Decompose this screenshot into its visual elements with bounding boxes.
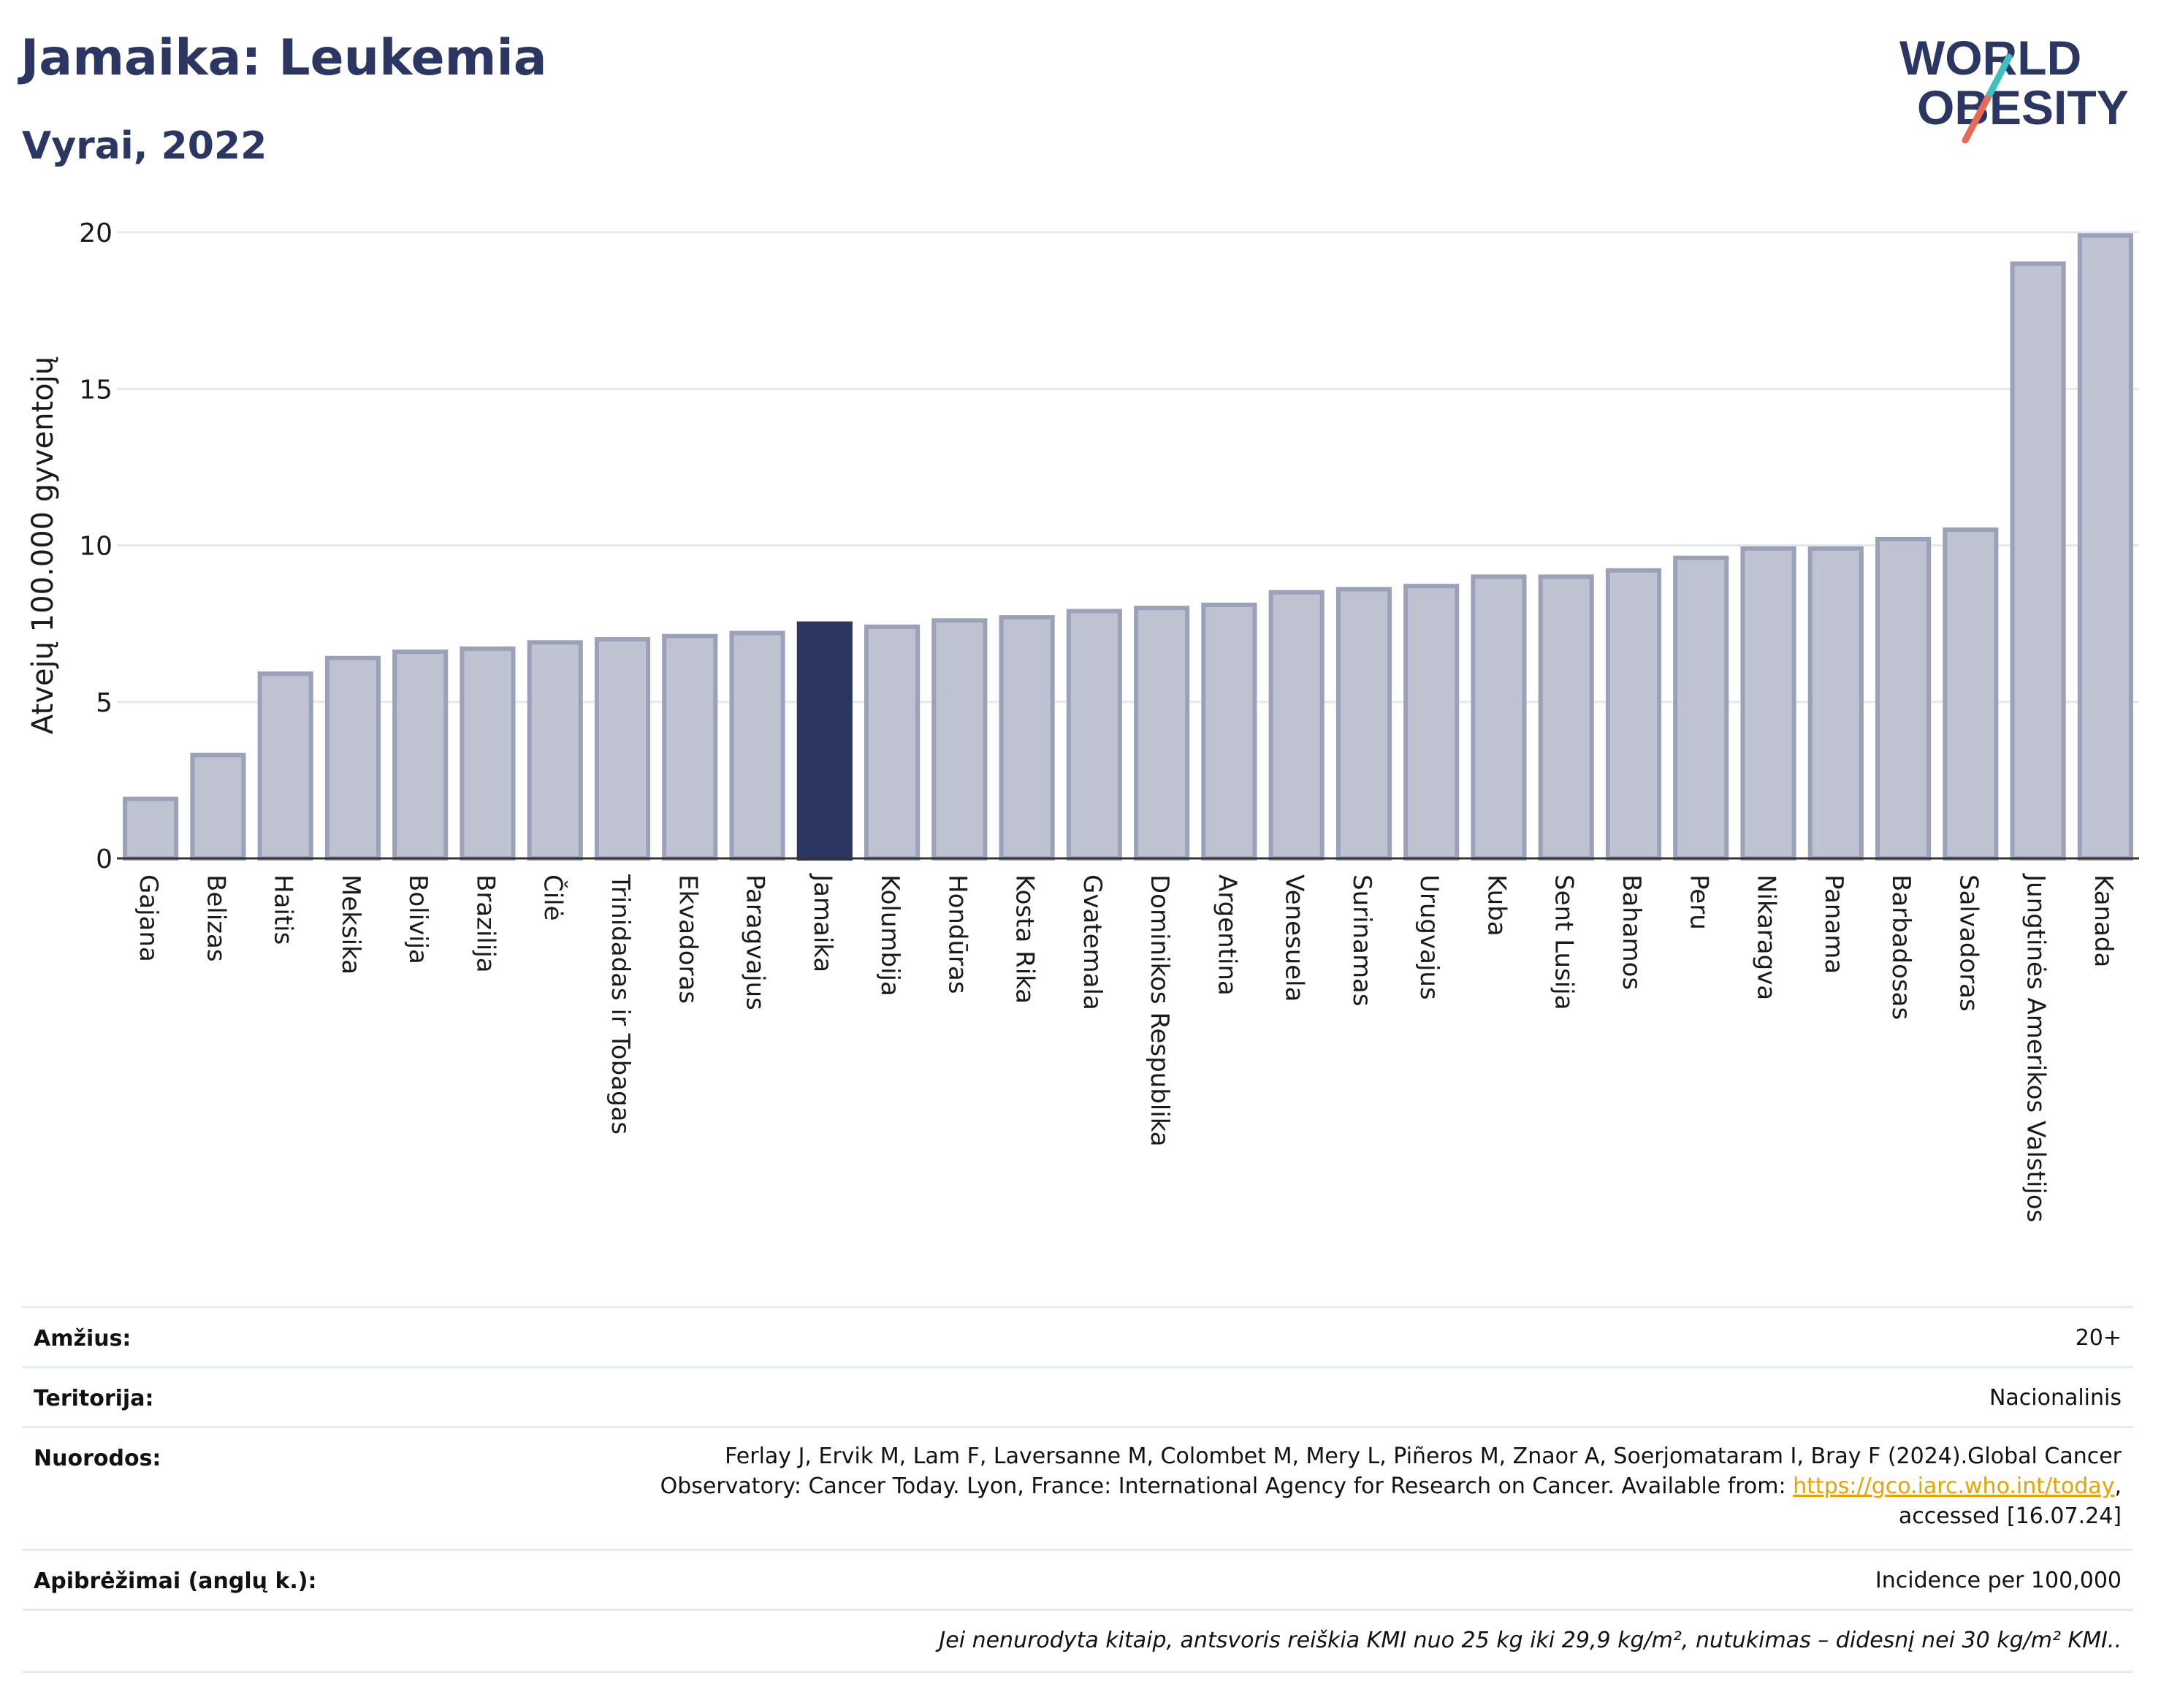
x-tick-label: Dominikos Respublika <box>1145 874 1174 1147</box>
world-obesity-logo: WORLD OBESITY <box>1899 31 2129 144</box>
x-tick-label: Jungtinės Amerikos Valstijos <box>2021 873 2051 1222</box>
references-line2: Observatory: Cancer Today. Lyon, France:… <box>660 1471 2122 1501</box>
bar-nikaragva <box>1740 546 1796 861</box>
page-subtitle: Vyrai, 2022 <box>22 124 267 168</box>
info-row-territory: Teritorija: Nacionalinis <box>22 1366 2133 1427</box>
definitions-label: Apibrėžimai (anglų k.): <box>34 1568 317 1594</box>
logo-slash-coral <box>1962 90 1994 144</box>
territory-label: Teritorija: <box>34 1386 154 1411</box>
bar-kolumbija <box>864 624 921 861</box>
definitions-value: Incidence per 100,000 <box>1875 1568 2122 1593</box>
age-label: Amžius: <box>34 1326 132 1351</box>
x-tick-label: Gvatemala <box>1078 874 1107 1010</box>
bar-chart: 0 5 10 15 20 Gajana Belizas Haitis Meksika Boliv… <box>26 218 2139 1222</box>
bar-surinamas <box>1335 587 1392 861</box>
bar-jungtinės-amerikos-valstijos <box>2010 261 2066 861</box>
x-tick-label: Venesuela <box>1280 874 1309 1002</box>
bar-hondūras <box>931 618 988 861</box>
references-link[interactable]: https://gco.iarc.who.int/today <box>1793 1473 2115 1499</box>
age-value: 20+ <box>2075 1325 2122 1351</box>
x-tick-label: Gajana <box>134 874 163 962</box>
bar-brazilija <box>460 646 516 861</box>
x-tick-label: Meksika <box>336 874 365 975</box>
y-tick-label: 10 <box>79 532 113 562</box>
x-tick-label: Trinidadas ir Tobagas <box>606 874 635 1135</box>
bar-ekvadoras <box>662 633 718 861</box>
info-row-definitions: Apibrėžimai (anglų k.): Incidence per 10… <box>22 1549 2133 1609</box>
y-tick-label: 0 <box>96 845 113 874</box>
references-line2-text: Observatory: Cancer Today. Lyon, France:… <box>660 1473 1794 1499</box>
x-tick-label: Kolumbija <box>875 874 904 996</box>
x-tick-label: Surinamas <box>1347 874 1376 1007</box>
bar-bolivija <box>392 649 449 861</box>
x-tick-label: Salvadoras <box>1954 874 1983 1012</box>
grid-lines <box>117 231 2139 704</box>
bar-salvadoras <box>1943 527 1999 861</box>
bar-venesuela <box>1268 590 1325 861</box>
page-title: Jamaika: Leukemia <box>20 29 547 87</box>
bars <box>123 233 2133 861</box>
bar-čilė <box>527 640 583 861</box>
logo-slash-teal <box>1986 53 2013 97</box>
references-line3: accessed [16.07.24] <box>1898 1503 2122 1529</box>
bar-sent-lusija <box>1538 574 1594 861</box>
x-tick-label: Kuba <box>1482 874 1511 937</box>
territory-value: Nacionalinis <box>1989 1385 2122 1411</box>
bar-kuba <box>1471 574 1527 861</box>
bar-haitis <box>257 671 313 861</box>
bar-gvatemala <box>1066 609 1122 861</box>
x-tick-label: Čilė <box>538 874 568 921</box>
bar-peru <box>1673 555 1729 861</box>
note-text: Jei nenurodyta kitaip, antsvoris reiškia… <box>939 1628 2122 1653</box>
bar-jamaika <box>796 621 853 861</box>
x-tick-label: Urugvajus <box>1414 874 1444 1000</box>
y-axis-label: Atvejų 100.000 gyventojų <box>26 357 60 734</box>
x-tick-label: Kosta Rika <box>1010 874 1040 1004</box>
references-value: Ferlay J, Ervik M, Lam F, Laversanne M, … <box>660 1441 2122 1531</box>
x-tick-label: Haitis <box>269 874 298 945</box>
x-tick-label: Sent Lusija <box>1550 874 1579 1010</box>
references-line1: Ferlay J, Ervik M, Lam F, Laversanne M, … <box>725 1444 2122 1469</box>
logo-line1: WORLD <box>1899 31 2081 85</box>
info-row-age: Amžius: 20+ <box>22 1306 2133 1367</box>
x-tick-label: Barbadosas <box>1886 874 1916 1020</box>
y-tick-label: 15 <box>79 375 113 405</box>
x-tick-label: Bolivija <box>403 874 432 964</box>
bar-gajana <box>123 796 179 861</box>
x-tick-label: Nikaragva <box>1752 874 1781 1000</box>
bar-meksika <box>324 655 381 861</box>
bar-panama <box>1807 546 1864 861</box>
logo-line2: OBESITY <box>1917 80 2129 134</box>
references-line2-end: , <box>2114 1473 2122 1499</box>
y-tick-labels: 0 5 10 15 20 <box>79 218 113 874</box>
info-row-references: Nuorodos: Ferlay J, Ervik M, Lam F, Lave… <box>22 1426 2133 1549</box>
bar-kanada <box>2077 233 2133 861</box>
bar-belizas <box>190 752 246 861</box>
bar-urugvajus <box>1403 584 1460 861</box>
y-tick-label: 20 <box>79 218 113 248</box>
bar-barbadosas <box>1875 536 1932 861</box>
x-tick-label: Brazilija <box>470 874 500 973</box>
x-tick-label: Bahamos <box>1617 874 1646 990</box>
x-tick-label: Ekvadoras <box>673 874 702 1004</box>
x-tick-label: Hondūras <box>942 874 972 994</box>
x-tick-label: Panama <box>1819 874 1848 974</box>
bar-dominikos-respublika <box>1134 606 1190 861</box>
y-tick-label: 5 <box>96 688 113 718</box>
x-tick-labels: Gajana Belizas Haitis Meksika Bolivija Brazil… <box>134 873 2118 1222</box>
references-label: Nuorodos: <box>34 1446 161 1471</box>
x-tick-label: Argentina <box>1212 874 1241 996</box>
bar-trinidadas-ir-tobagas <box>594 637 651 861</box>
x-tick-label: Peru <box>1684 874 1713 930</box>
x-tick-label: Paragvajus <box>741 874 770 1010</box>
bar-argentina <box>1201 602 1257 861</box>
x-tick-label: Belizas <box>201 874 230 962</box>
x-tick-label: Kanada <box>2089 874 2118 967</box>
bar-kosta-rika <box>999 615 1055 861</box>
bar-bahamos <box>1605 568 1662 861</box>
x-tick-label: Jamaika <box>808 873 837 972</box>
bar-paragvajus <box>729 630 785 861</box>
info-row-note: Jei nenurodyta kitaip, antsvoris reiškia… <box>22 1609 2133 1673</box>
